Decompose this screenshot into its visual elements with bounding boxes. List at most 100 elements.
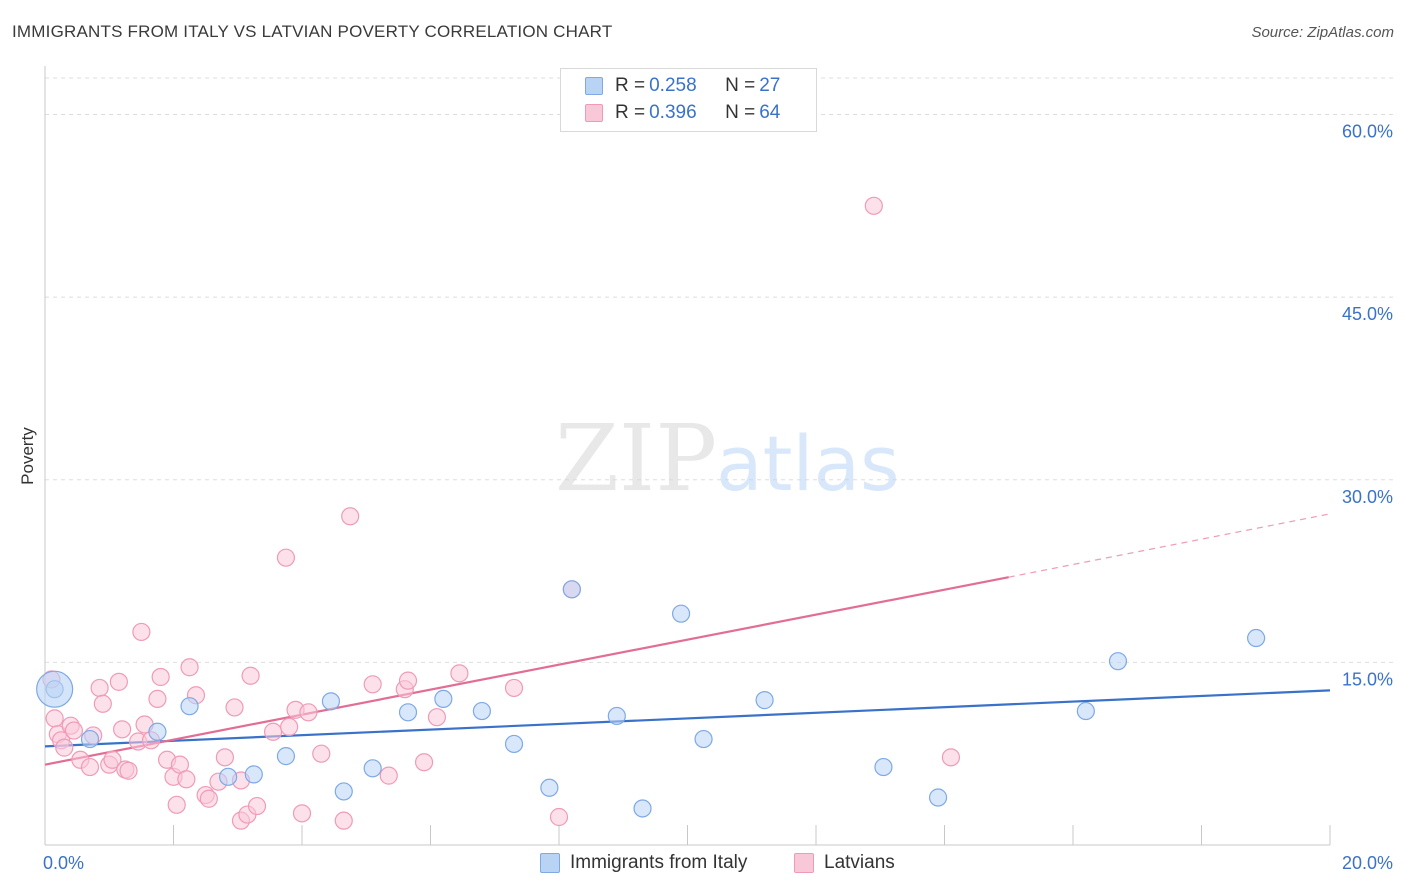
y-tick-label: 15.0% (1342, 669, 1393, 689)
italy-point (434, 689, 453, 709)
italy-point (180, 697, 199, 716)
latvians-point (312, 744, 331, 763)
latvians-point (398, 671, 418, 690)
latvians-point (64, 721, 84, 740)
chart-title: IMMIGRANTS FROM ITALY VS LATVIAN POVERTY… (12, 22, 613, 41)
italy-point (540, 778, 559, 797)
latvians-point (292, 804, 312, 823)
latvians-point (341, 507, 360, 526)
latvians-point (504, 678, 524, 698)
latvians-point (93, 694, 112, 713)
trend-lines (44, 513, 1331, 766)
latvians-point (549, 807, 569, 827)
italy-trend-line (44, 689, 1331, 748)
legend-row-italy: R = 0.258 N = 27 (585, 74, 780, 98)
latvians-point (241, 666, 260, 685)
latvians-point (103, 750, 122, 769)
legend-swatch-blue (540, 853, 560, 873)
latvians-point (299, 703, 318, 722)
latvians-trend-line (44, 576, 1009, 766)
italy-point (607, 706, 626, 726)
latvians-point (276, 548, 296, 567)
italy-point (504, 734, 524, 754)
latvians-point (132, 622, 151, 642)
latvians-point (112, 720, 132, 739)
x-tick-label: 0.0% (43, 853, 84, 873)
y-tick-label: 60.0% (1342, 122, 1393, 142)
y-tick-label: 30.0% (1342, 487, 1393, 507)
watermark-atlas: atlas (716, 419, 900, 508)
latvians-point (280, 717, 299, 737)
latvians-point (263, 722, 283, 741)
legend-n-value: 64 (759, 102, 781, 123)
legend-r-value: 0.396 (649, 102, 697, 123)
latvians-point (450, 664, 469, 683)
latvians-point (427, 708, 447, 727)
latvians-point (864, 196, 883, 215)
source-label: Source: ZipAtlas.com (1251, 24, 1394, 41)
italy-point (755, 691, 774, 710)
latvians-point (247, 796, 267, 816)
axes (44, 66, 1331, 846)
latvians-point (167, 795, 186, 814)
legend-n-value: 27 (759, 75, 781, 96)
stats-legend: R = 0.258 N = 27 R = 0.396 N = 64 (560, 68, 817, 132)
legend-item-label: Immigrants from Italy (570, 852, 748, 873)
legend-swatch-pink (794, 853, 814, 873)
legend-row-latvians: R = 0.396 N = 64 (585, 101, 780, 125)
italy-point (276, 747, 296, 766)
italy-point (244, 765, 263, 784)
latvians-point (363, 675, 382, 694)
latvians-point (151, 667, 170, 687)
watermark-zip: ZIP (555, 405, 717, 512)
legend-item-italy[interactable]: Immigrants from Italy (540, 852, 747, 874)
x-tick-label: 20.0% (1342, 853, 1393, 873)
latvians-point (334, 811, 353, 830)
italy-point (694, 729, 713, 749)
latvians-point (379, 766, 398, 785)
legend-r-label: R = (615, 75, 646, 96)
legend-swatch-pink (585, 104, 603, 122)
latvians-point (109, 672, 128, 691)
zipatlas-watermark: ZIP atlas (555, 405, 900, 512)
gridlines (45, 77, 1395, 663)
italy-point (633, 799, 652, 818)
series-legend: Immigrants from Italy Latvians (0, 852, 1406, 878)
italy-point (562, 580, 581, 599)
latvians-point (55, 738, 74, 757)
tick-labels: 15.0% 30.0% 45.0% 60.0% 0.0% 20.0% (43, 122, 1393, 873)
latvians-point (215, 748, 234, 767)
legend-item-latvians[interactable]: Latvians (794, 852, 895, 874)
latvians-point (148, 689, 167, 709)
data-points (36, 196, 1266, 830)
italy-point (334, 782, 353, 801)
italy-point (874, 757, 893, 777)
italy-point (472, 701, 491, 721)
italy-point (671, 604, 691, 623)
italy-point (321, 692, 341, 711)
legend-item-label: Latvians (824, 852, 895, 873)
latvians-point (177, 770, 196, 789)
latvians-point (414, 753, 434, 772)
latvians-trend-extension (1008, 513, 1331, 578)
latvians-point (180, 658, 199, 677)
italy-point (398, 703, 418, 722)
latvians-point (90, 678, 109, 698)
legend-n-label: N = (725, 102, 756, 123)
italy-point (928, 788, 948, 807)
italy-point (1076, 701, 1095, 721)
latvians-point (225, 698, 244, 717)
legend-n-label: N = (725, 75, 756, 96)
legend-r-value: 0.258 (649, 75, 697, 96)
latvians-point (941, 748, 961, 767)
italy-point (1247, 628, 1266, 648)
latvians-point (199, 789, 218, 808)
latvians-point (119, 761, 138, 780)
italy-point (148, 722, 167, 741)
latvians-point (45, 709, 64, 728)
italy-point (80, 729, 100, 749)
italy-point-large (36, 670, 74, 708)
latvians-point (80, 757, 100, 777)
italy-point (363, 759, 382, 778)
